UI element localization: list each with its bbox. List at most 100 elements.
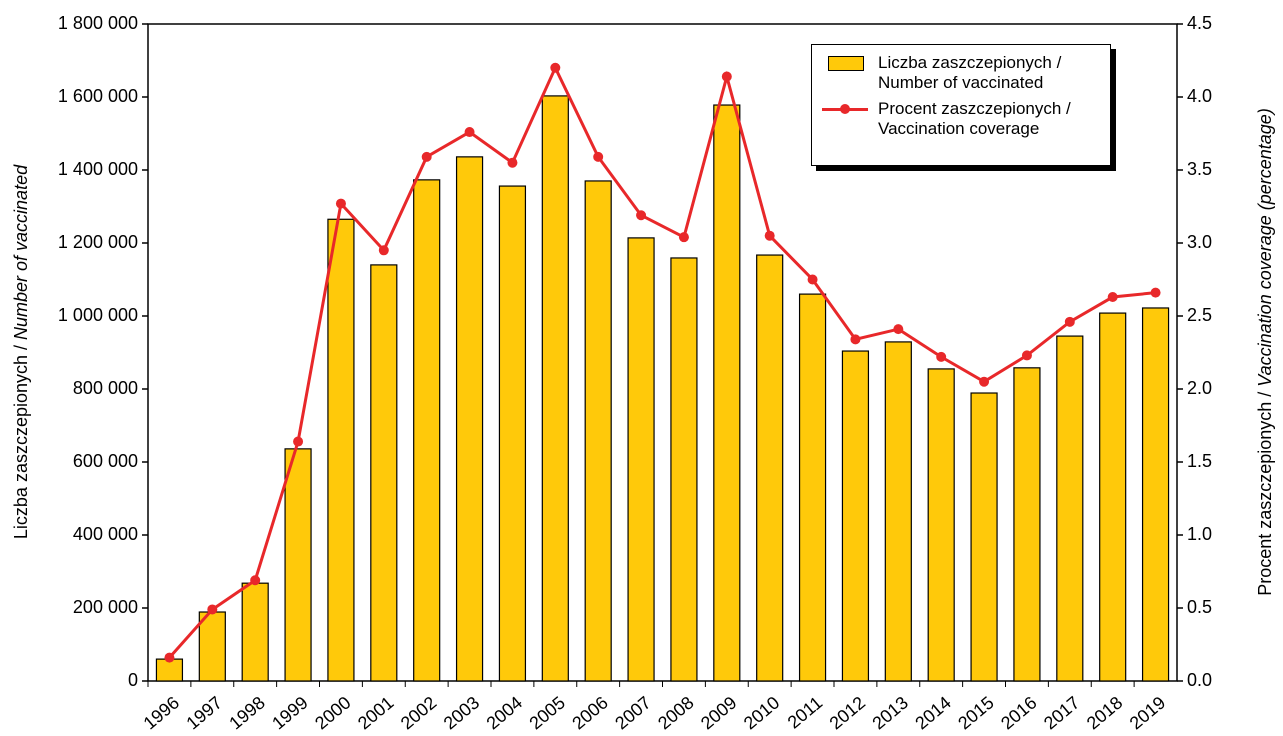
line-marker xyxy=(164,652,175,663)
y2ticks-label: 3.5 xyxy=(1187,159,1212,179)
yticks-label: 400 000 xyxy=(73,524,138,544)
x-tick-label: 2000 xyxy=(311,692,355,733)
x-tick-label: 1998 xyxy=(225,692,269,733)
line-marker xyxy=(593,151,604,162)
x-tick-label: 2019 xyxy=(1126,692,1170,733)
bar xyxy=(584,180,612,682)
legend-symbol xyxy=(820,53,870,73)
line-marker xyxy=(893,324,904,335)
line-marker xyxy=(636,210,647,221)
x-tick-label: 2005 xyxy=(525,692,569,733)
yticks-label: 0 xyxy=(128,670,138,690)
y2ticks-label: 1.5 xyxy=(1187,451,1212,471)
bar xyxy=(841,350,870,682)
line-marker xyxy=(1064,316,1075,327)
x-tick-label: 1999 xyxy=(268,692,312,733)
bar xyxy=(970,392,998,682)
bar xyxy=(370,264,398,682)
yticks-label: 1 800 000 xyxy=(58,13,138,33)
line xyxy=(168,64,1156,659)
x-tick-label: 2014 xyxy=(911,692,955,733)
bar xyxy=(498,185,527,682)
bar xyxy=(1141,307,1170,682)
y2ticks-label: 2.0 xyxy=(1187,378,1212,398)
legend: Liczba zaszczepionych / Number of vaccin… xyxy=(811,44,1111,166)
line-marker xyxy=(250,575,261,586)
y2ticks-label: 2.5 xyxy=(1187,305,1212,325)
yticks-label: 1 600 000 xyxy=(58,86,138,106)
line-marker xyxy=(1107,292,1118,303)
x-tick-label: 2012 xyxy=(826,692,870,733)
x-tick-label: 2007 xyxy=(611,692,655,733)
x-tick-label: 2006 xyxy=(568,692,612,733)
x-tick-label: 2017 xyxy=(1040,692,1084,733)
bar xyxy=(455,156,484,682)
x-tick-label: 2013 xyxy=(868,692,912,733)
legend-label: Liczba zaszczepionych / Number of vaccin… xyxy=(878,53,1062,92)
line-marker xyxy=(293,436,304,447)
yticks-label: 800 000 xyxy=(73,378,138,398)
bar xyxy=(798,293,827,682)
y2ticks-label: 1.0 xyxy=(1187,524,1212,544)
bar xyxy=(284,448,312,682)
yticks-label: 200 000 xyxy=(73,597,138,617)
x-tick-label: 1997 xyxy=(182,692,226,733)
legend-entry: Liczba zaszczepionych / Number of vaccin… xyxy=(820,53,1102,93)
line-marker xyxy=(1150,287,1161,298)
x-tick-label: 2015 xyxy=(954,692,998,733)
bar xyxy=(1056,335,1084,682)
y2-axis-label-part: Vaccination coverage (percentage) xyxy=(1255,108,1275,387)
y-axis-label-part: Number of vaccinated xyxy=(11,164,31,340)
x-tick-label: 2010 xyxy=(740,692,784,733)
bar xyxy=(327,218,355,682)
bar xyxy=(884,341,912,682)
y2-axis-label-part: Procent zaszczepionych / xyxy=(1255,387,1275,596)
line-marker xyxy=(207,604,218,615)
x-tick-label: 2003 xyxy=(440,692,484,733)
bar xyxy=(627,237,655,682)
line-marker xyxy=(721,71,732,82)
line-marker xyxy=(807,274,818,285)
bar xyxy=(756,254,784,682)
yticks-label: 600 000 xyxy=(73,451,138,471)
bar xyxy=(541,95,569,682)
legend-symbol xyxy=(820,99,870,119)
y2ticks-label: 0.0 xyxy=(1187,670,1212,690)
line-marker xyxy=(1021,350,1032,361)
bar xyxy=(1013,367,1041,682)
x-tick-label: 2001 xyxy=(354,692,398,733)
bar xyxy=(241,582,269,682)
x-tick-label: 2011 xyxy=(784,692,827,732)
yticks-label: 1 000 000 xyxy=(58,305,138,325)
line-marker xyxy=(764,230,775,241)
x-tick-label: 2009 xyxy=(697,692,741,733)
bar xyxy=(927,368,955,682)
y-axis-label: Liczba zaszczepionych / Number of vaccin… xyxy=(11,164,31,539)
y-axis-label-part: Liczba zaszczepionych / xyxy=(11,340,31,539)
line-marker xyxy=(464,127,475,138)
bar xyxy=(1099,312,1127,682)
line-marker xyxy=(979,376,990,387)
x-tick-label: 2008 xyxy=(654,692,698,733)
bar xyxy=(198,611,226,682)
x-tick-label: 1996 xyxy=(140,692,184,733)
bar xyxy=(413,179,441,682)
line-marker xyxy=(335,198,346,209)
yticks-label: 1 400 000 xyxy=(58,159,138,179)
line-marker xyxy=(936,351,947,362)
yticks-label: 1 200 000 xyxy=(58,232,138,252)
x-tick-label: 2016 xyxy=(997,692,1041,733)
y2ticks-label: 4.5 xyxy=(1187,13,1212,33)
line-marker xyxy=(678,232,689,243)
bar xyxy=(670,257,698,682)
legend-label: Procent zaszczepionych / Vaccination cov… xyxy=(878,99,1071,138)
x-tick-label: 2004 xyxy=(483,692,527,733)
x-tick-label: 2018 xyxy=(1083,692,1127,733)
line-marker xyxy=(550,62,561,73)
y2ticks-label: 0.5 xyxy=(1187,597,1212,617)
bar xyxy=(713,104,741,682)
y2-axis-label: Procent zaszczepionych / Vaccination cov… xyxy=(1255,108,1275,596)
legend-entry: Procent zaszczepionych / Vaccination cov… xyxy=(820,99,1102,139)
